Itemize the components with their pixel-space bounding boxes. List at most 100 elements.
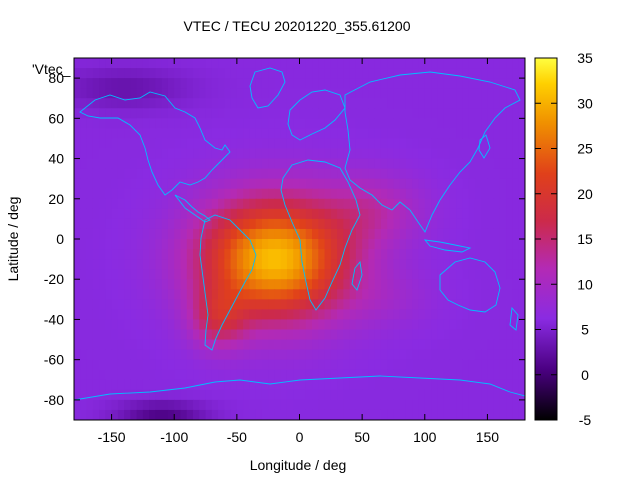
heatmap-cell	[218, 218, 225, 230]
heatmap-cell	[136, 309, 144, 321]
heatmap-cell	[474, 389, 482, 401]
heatmap-cell	[186, 369, 194, 381]
heatmap-cell	[167, 68, 175, 79]
heatmap-cell	[218, 188, 225, 200]
heatmap-cell	[387, 319, 395, 331]
heatmap-cell	[393, 168, 401, 180]
heatmap-cell	[312, 88, 319, 99]
heatmap-cell	[462, 369, 470, 381]
heatmap-cell	[255, 389, 263, 401]
heatmap-cell	[293, 359, 301, 371]
heatmap-cell	[380, 259, 388, 270]
heatmap-cell	[280, 349, 288, 361]
heatmap-cell	[293, 239, 301, 250]
heatmap-cell	[117, 88, 125, 99]
heatmap-cell	[255, 188, 263, 200]
heatmap-cell	[230, 399, 238, 411]
heatmap-cell	[130, 389, 138, 401]
heatmap-cell	[468, 369, 476, 381]
heatmap-cell	[405, 148, 413, 160]
heatmap-cell	[218, 158, 225, 170]
heatmap-cell	[449, 259, 457, 270]
heatmap-cell	[405, 349, 413, 361]
heatmap-cell	[337, 198, 344, 210]
heatmap-cell	[387, 289, 395, 300]
heatmap-cell	[506, 399, 514, 411]
heatmap-cell	[111, 208, 119, 220]
heatmap-cell	[211, 319, 219, 331]
heatmap-cell	[424, 158, 432, 170]
heatmap-cell	[374, 148, 382, 160]
heatmap-cell	[462, 88, 470, 99]
heatmap-cell	[243, 359, 250, 371]
heatmap-cell	[261, 319, 269, 331]
heatmap-cell	[418, 259, 426, 270]
heatmap-cell	[418, 339, 426, 351]
heatmap-cell	[399, 158, 407, 170]
heatmap-cell	[218, 148, 225, 160]
heatmap-cell	[412, 158, 420, 170]
heatmap-cell	[224, 299, 232, 310]
heatmap-cell	[431, 289, 438, 300]
heatmap-cell	[305, 118, 313, 129]
heatmap-cell	[431, 188, 438, 200]
heatmap-cell	[180, 138, 188, 150]
heatmap-cell	[268, 68, 276, 79]
heatmap-cell	[380, 399, 388, 411]
heatmap-cell	[117, 218, 125, 230]
heatmap-cell	[474, 58, 482, 69]
heatmap-cell	[280, 168, 288, 180]
heatmap-cell	[518, 138, 525, 150]
heatmap-cell	[286, 389, 294, 401]
heatmap-cell	[205, 289, 213, 300]
heatmap-cell	[487, 138, 495, 150]
heatmap-cell	[506, 369, 514, 381]
heatmap-cell	[456, 379, 463, 391]
heatmap-cell	[456, 319, 463, 331]
heatmap-cell	[136, 68, 144, 79]
heatmap-cell	[368, 68, 376, 79]
heatmap-cell	[230, 198, 238, 210]
heatmap-cell	[268, 108, 276, 119]
heatmap-cell	[368, 339, 376, 351]
heatmap-cell	[312, 58, 319, 69]
heatmap-cell	[324, 78, 332, 89]
heatmap-cell	[412, 389, 420, 401]
heatmap-cell	[274, 78, 282, 89]
heatmap-cell	[261, 208, 269, 220]
heatmap-cell	[462, 178, 470, 190]
heatmap-cell	[393, 299, 401, 310]
heatmap-cell	[330, 108, 338, 119]
heatmap-cell	[74, 138, 81, 150]
heatmap-cell	[74, 349, 81, 361]
heatmap-cell	[193, 108, 200, 119]
coastline-antarctica	[74, 375, 525, 420]
heatmap-cell	[456, 68, 463, 79]
heatmap-cell	[268, 339, 276, 351]
heatmap-cell	[468, 269, 476, 280]
heatmap-cell	[286, 329, 294, 341]
heatmap-cell	[387, 218, 395, 230]
heatmap-cell	[142, 379, 150, 391]
colorbar-tick-label: 5	[581, 322, 589, 338]
heatmap-cell	[449, 108, 457, 119]
heatmap-cell	[499, 138, 507, 150]
heatmap-cell	[142, 249, 150, 260]
heatmap-cell	[431, 319, 438, 331]
heatmap-cell	[111, 259, 119, 270]
heatmap-cell	[167, 319, 175, 331]
heatmap-cell	[343, 249, 351, 260]
heatmap-cell	[299, 98, 307, 109]
heatmap-cell	[211, 198, 219, 210]
heatmap-cell	[155, 178, 163, 190]
heatmap-cell	[218, 228, 225, 240]
heatmap-cell	[387, 239, 395, 250]
heatmap-cell	[280, 329, 288, 341]
heatmap-cell	[368, 409, 376, 420]
heatmap-cell	[437, 178, 445, 190]
heatmap-cell	[180, 239, 188, 250]
heatmap-cell	[506, 68, 514, 79]
heatmap-cell	[399, 269, 407, 280]
heatmap-cell	[405, 309, 413, 321]
heatmap-cell	[218, 329, 225, 341]
